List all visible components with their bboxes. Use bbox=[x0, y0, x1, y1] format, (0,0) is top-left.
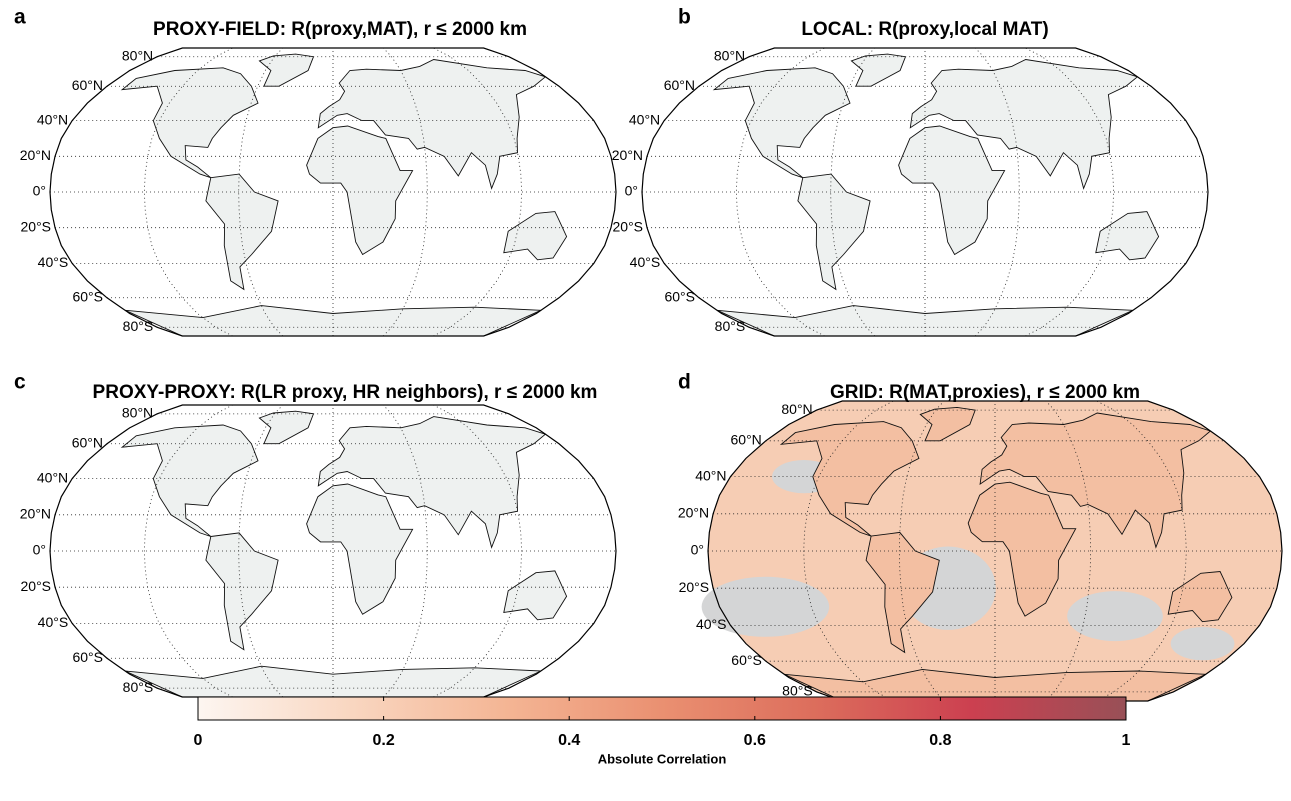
graticule bbox=[898, 400, 945, 702]
map-gap-region bbox=[1170, 626, 1235, 661]
graticule bbox=[433, 404, 523, 698]
continent bbox=[979, 412, 1212, 549]
continent bbox=[317, 416, 547, 549]
lat-label: 40°N bbox=[37, 469, 68, 485]
map-gap-region bbox=[701, 576, 830, 637]
lat-label: 0° bbox=[33, 183, 46, 199]
continent bbox=[120, 67, 259, 179]
lat-label: 60°N bbox=[72, 434, 103, 450]
lat-label: 0° bbox=[625, 183, 638, 199]
continent bbox=[967, 481, 1077, 617]
continent bbox=[317, 59, 547, 190]
continent bbox=[503, 211, 568, 261]
lat-label: 20°N bbox=[20, 147, 51, 163]
lat-label: 80°S bbox=[782, 683, 813, 699]
colorbar-tick-label: 0 bbox=[194, 732, 203, 749]
colorbar-tick-label: 0.4 bbox=[558, 732, 580, 749]
lat-label: 40°S bbox=[696, 616, 727, 632]
lat-label: 20°S bbox=[679, 579, 710, 595]
continent bbox=[850, 53, 907, 87]
continent bbox=[919, 406, 976, 442]
colorbar-tick-label: 0.6 bbox=[744, 732, 766, 749]
map-border bbox=[49, 404, 617, 698]
panel-title: PROXY-FIELD: R(proxy,MAT), r ≤ 2000 km bbox=[153, 19, 527, 40]
graticule bbox=[1045, 400, 1092, 702]
lat-label: 40°S bbox=[38, 614, 69, 630]
continent bbox=[258, 53, 315, 87]
lat-label: 20°N bbox=[20, 505, 51, 521]
graticule bbox=[803, 400, 894, 702]
lat-label: 20°N bbox=[678, 505, 709, 521]
continent bbox=[712, 67, 851, 179]
lat-label: 80°S bbox=[715, 318, 746, 334]
continent bbox=[898, 125, 1006, 256]
lat-label: 80°N bbox=[714, 47, 745, 63]
lat-label: 80°N bbox=[122, 47, 153, 63]
lat-label: 20°N bbox=[612, 147, 643, 163]
lat-label: 60°N bbox=[664, 77, 695, 93]
map-panel: 80°N 60°N 40°N 20°N 0° 20°S 40°S 60°S 80°S PROXY-… bbox=[14, 6, 617, 337]
continent bbox=[779, 421, 920, 537]
lat-label: 40°S bbox=[38, 254, 69, 270]
panel-title: PROXY-PROXY: R(LR proxy, HR neighbors), … bbox=[93, 382, 598, 403]
lat-label: 0° bbox=[33, 542, 46, 558]
map-panel: 80°N 60°N 40°N 20°N 0° 20°S 40°S 60°S 80°S PROXY-… bbox=[14, 371, 617, 698]
lat-label: 20°S bbox=[613, 218, 644, 234]
colorbar-tick-label: 0.8 bbox=[929, 732, 951, 749]
continent bbox=[909, 59, 1139, 190]
lat-label: 80°S bbox=[123, 679, 154, 695]
lat-label: 60°S bbox=[72, 649, 103, 665]
lat-label: 80°N bbox=[781, 401, 812, 417]
lat-label: 60°S bbox=[664, 288, 695, 304]
continent bbox=[120, 424, 259, 537]
continent bbox=[1095, 211, 1160, 261]
panel-letter: c bbox=[14, 371, 26, 394]
map-panel: 80°N 60°N 40°N 20°N 0° 20°S 40°S 60°S 80°S GRID: … bbox=[678, 371, 1283, 702]
lat-label: 60°N bbox=[72, 77, 103, 93]
graticule bbox=[143, 404, 233, 698]
lat-label: 40°S bbox=[630, 254, 661, 270]
graticule bbox=[1096, 400, 1187, 702]
map-panel: 80°N 60°N 40°N 20°N 0° 20°S 40°S 60°S 80°S LOCAL:… bbox=[612, 6, 1209, 337]
map-border bbox=[641, 47, 1209, 337]
lat-label: 60°S bbox=[72, 288, 103, 304]
lat-label: 0° bbox=[691, 542, 704, 558]
lat-label: 40°N bbox=[629, 111, 660, 127]
lat-label: 40°N bbox=[37, 111, 68, 127]
lat-label: 40°N bbox=[695, 467, 726, 483]
continent bbox=[258, 410, 315, 445]
graticule bbox=[238, 404, 284, 698]
lat-label: 20°S bbox=[21, 218, 52, 234]
colorbar-label: Absolute Correlation bbox=[598, 751, 727, 766]
colorbar-tick-label: 0.2 bbox=[372, 732, 394, 749]
lat-label: 20°S bbox=[21, 578, 52, 594]
panel-title: LOCAL: R(proxy,local MAT) bbox=[801, 19, 1048, 40]
colorbar bbox=[197, 696, 1127, 721]
lat-label: 60°S bbox=[731, 652, 762, 668]
continent bbox=[1167, 571, 1233, 623]
continent bbox=[865, 531, 940, 654]
colorbar-tick-label: 1 bbox=[1122, 732, 1131, 749]
map-border bbox=[49, 47, 617, 337]
continent bbox=[306, 125, 414, 256]
panel-letter: a bbox=[14, 6, 26, 29]
continent bbox=[503, 570, 568, 621]
lat-label: 80°S bbox=[123, 318, 154, 334]
panel-title: GRID: R(MAT,proxies), r ≤ 2000 km bbox=[830, 382, 1140, 403]
graticule bbox=[382, 404, 428, 698]
map-border bbox=[707, 400, 1283, 702]
map-gap-region bbox=[1067, 591, 1163, 642]
lat-label: 80°N bbox=[122, 405, 153, 421]
panel-letter: d bbox=[678, 371, 691, 394]
panel-letter: b bbox=[678, 6, 691, 29]
lat-label: 60°N bbox=[731, 432, 762, 448]
